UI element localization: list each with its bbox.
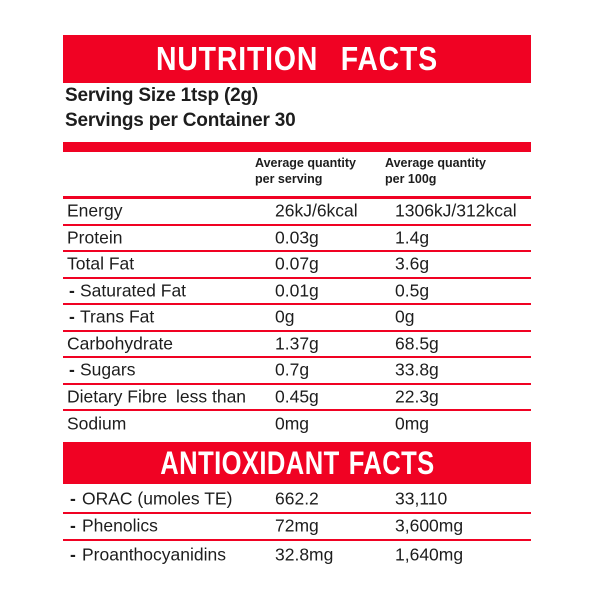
row-label: Energy	[67, 200, 123, 221]
row-value-per-100g: 0g	[395, 306, 415, 327]
table-row-phenolics: - Phenolics 72mg 3,600mg	[63, 514, 531, 541]
row-label: Dietary Fibre	[67, 386, 168, 407]
row-value-per-100g: 68.5g	[395, 333, 439, 354]
indent-dash: -	[69, 280, 75, 301]
antioxidant-facts-banner: ANTIOXIDANT FACTS	[63, 442, 531, 484]
row-label: Protein	[67, 227, 123, 248]
row-value-per-100g: 1306kJ/312kcal	[395, 200, 517, 221]
row-label: Proanthocyanidins	[82, 544, 226, 565]
row-qualifier: less than	[176, 386, 247, 407]
row-value-per-serving: 32.8mg	[275, 544, 334, 565]
row-value-per-100g: 1,640mg	[395, 544, 464, 565]
column-header-per-100g: Average quantity per 100g	[385, 155, 486, 187]
row-value-per-100g: 33,110	[395, 488, 448, 509]
column-header-per-serving-line2: per serving	[255, 172, 323, 186]
table-row-energy: Energy 26kJ/6kcal 1306kJ/312kcal	[63, 199, 531, 226]
row-value-per-100g: 0.5g	[395, 280, 430, 301]
indent-dash: -	[69, 359, 75, 380]
column-header-per-serving: Average quantity per serving	[255, 155, 356, 187]
table-row-dietary-fibre: Dietary Fibre less than 0.45g 22.3g	[63, 385, 531, 411]
servings-per-container-text: Servings per Container 30	[65, 110, 296, 131]
row-label: Total Fat	[67, 253, 135, 274]
table-row-proanthocyanidins: - Proanthocyanidins 32.8mg 1,640mg	[63, 541, 531, 569]
row-value-per-serving: 0.03g	[275, 227, 319, 248]
antioxidant-facts-title: ANTIOXIDANT FACTS	[159, 444, 435, 481]
row-value-per-100g: 22.3g	[395, 386, 439, 407]
row-value-per-100g: 1.4g	[395, 227, 430, 248]
thick-divider	[63, 142, 531, 152]
indent-dash: -	[70, 515, 76, 536]
row-label: Sodium	[67, 413, 127, 434]
table-row-orac: - ORAC (umoles TE) 662.2 33,110	[63, 486, 531, 514]
column-header-per-serving-line1: Average quantity	[255, 156, 356, 170]
nutrition-facts-banner: NUTRITION FACTS	[63, 35, 531, 83]
header-divider	[63, 196, 531, 199]
row-value-per-serving: 0mg	[275, 413, 310, 434]
row-value-per-serving: 72mg	[275, 515, 319, 536]
serving-size-text: Serving Size 1tsp (2g)	[65, 85, 259, 106]
row-value-per-serving: 0.45g	[275, 386, 319, 407]
row-value-per-serving: 0.07g	[275, 253, 319, 274]
row-label: Trans Fat	[80, 306, 155, 327]
table-row-saturated-fat: - Saturated Fat 0.01g 0.5g	[63, 279, 531, 305]
row-label: Phenolics	[82, 515, 158, 536]
column-header-per-100g-line1: Average quantity	[385, 156, 486, 170]
column-header-per-100g-line2: per 100g	[385, 172, 437, 186]
table-row-protein: Protein 0.03g 1.4g	[63, 226, 531, 252]
row-value-per-100g: 33.8g	[395, 359, 439, 380]
indent-dash: -	[70, 544, 76, 565]
antioxidant-table: - ORAC (umoles TE) 662.2 33,110 - Phenol…	[63, 486, 531, 569]
row-value-per-serving: 0.01g	[275, 280, 319, 301]
row-value-per-100g: 3,600mg	[395, 515, 464, 536]
table-row-total-fat: Total Fat 0.07g 3.6g	[63, 252, 531, 279]
row-value-per-serving: 0.7g	[275, 359, 310, 380]
row-value-per-serving: 26kJ/6kcal	[275, 200, 358, 221]
row-label: Sugars	[80, 359, 136, 380]
table-row-trans-fat: - Trans Fat 0g 0g	[63, 305, 531, 332]
table-row-sodium: Sodium 0mg 0mg	[63, 411, 531, 438]
row-label: Carbohydrate	[67, 333, 174, 354]
nutrition-table: Energy 26kJ/6kcal 1306kJ/312kcal Protein…	[63, 199, 531, 438]
indent-dash: -	[69, 306, 75, 327]
row-value-per-serving: 1.37g	[275, 333, 319, 354]
row-label: ORAC (umoles TE)	[82, 488, 233, 509]
table-row-carbohydrate: Carbohydrate 1.37g 68.5g	[63, 332, 531, 358]
table-row-sugars: - Sugars 0.7g 33.8g	[63, 358, 531, 385]
row-value-per-serving: 662.2	[275, 488, 319, 509]
row-value-per-100g: 0mg	[395, 413, 430, 434]
row-label: Saturated Fat	[80, 280, 187, 301]
indent-dash: -	[70, 488, 76, 509]
row-value-per-100g: 3.6g	[395, 253, 430, 274]
row-value-per-serving: 0g	[275, 306, 295, 327]
nutrition-facts-title: NUTRITION FACTS	[155, 40, 439, 77]
